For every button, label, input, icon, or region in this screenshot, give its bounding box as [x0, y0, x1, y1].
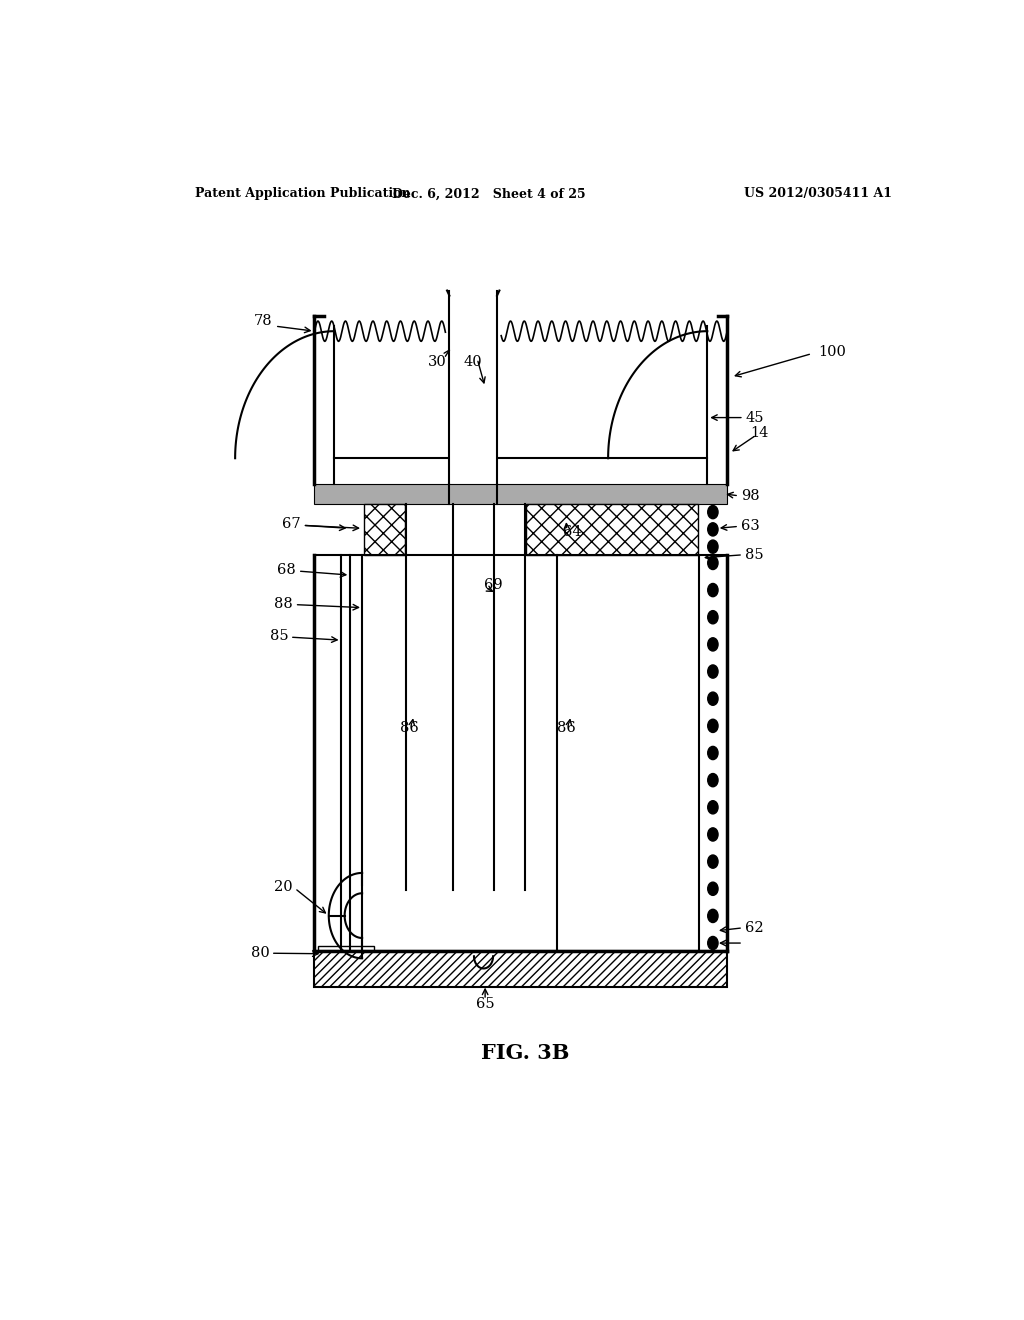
Circle shape	[708, 746, 718, 759]
Bar	[525, 504, 697, 554]
Bar	[318, 946, 374, 961]
Text: 14: 14	[751, 426, 769, 440]
Text: 62: 62	[745, 921, 764, 935]
Circle shape	[708, 540, 718, 553]
Text: 100: 100	[818, 345, 846, 359]
Circle shape	[708, 611, 718, 624]
Circle shape	[708, 506, 718, 519]
Circle shape	[708, 719, 718, 733]
Circle shape	[708, 855, 718, 869]
Bar	[314, 952, 727, 987]
Circle shape	[708, 523, 718, 536]
Text: 88: 88	[274, 597, 293, 611]
Text: FIG. 3B: FIG. 3B	[480, 1043, 569, 1063]
Text: 80: 80	[251, 946, 269, 960]
Circle shape	[708, 801, 718, 814]
Text: 68: 68	[278, 564, 296, 577]
Text: 40: 40	[464, 355, 482, 368]
Text: 45: 45	[745, 411, 764, 425]
Text: US 2012/0305411 A1: US 2012/0305411 A1	[744, 187, 893, 201]
Text: 86: 86	[400, 721, 419, 735]
Text: 85: 85	[269, 630, 289, 643]
Circle shape	[708, 638, 718, 651]
Text: Patent Application Publication: Patent Application Publication	[196, 187, 411, 201]
Text: 85: 85	[745, 548, 764, 562]
Circle shape	[708, 774, 718, 787]
Circle shape	[708, 692, 718, 705]
Text: 64: 64	[563, 525, 582, 540]
Circle shape	[708, 936, 718, 949]
Text: 69: 69	[483, 578, 502, 593]
Circle shape	[708, 583, 718, 597]
Text: Dec. 6, 2012   Sheet 4 of 25: Dec. 6, 2012 Sheet 4 of 25	[392, 187, 586, 201]
Text: 20: 20	[274, 880, 293, 894]
Bar	[314, 483, 727, 504]
Text: 63: 63	[741, 519, 760, 533]
Text: 30: 30	[428, 355, 446, 368]
Circle shape	[708, 882, 718, 895]
Circle shape	[708, 828, 718, 841]
Circle shape	[708, 909, 718, 923]
Bar	[364, 504, 404, 554]
Circle shape	[708, 556, 718, 569]
Text: 98: 98	[741, 488, 760, 503]
Text: 86: 86	[557, 721, 575, 735]
Circle shape	[708, 665, 718, 678]
Text: 78: 78	[254, 314, 272, 329]
Text: 67: 67	[283, 517, 301, 532]
Text: 65: 65	[476, 997, 495, 1011]
